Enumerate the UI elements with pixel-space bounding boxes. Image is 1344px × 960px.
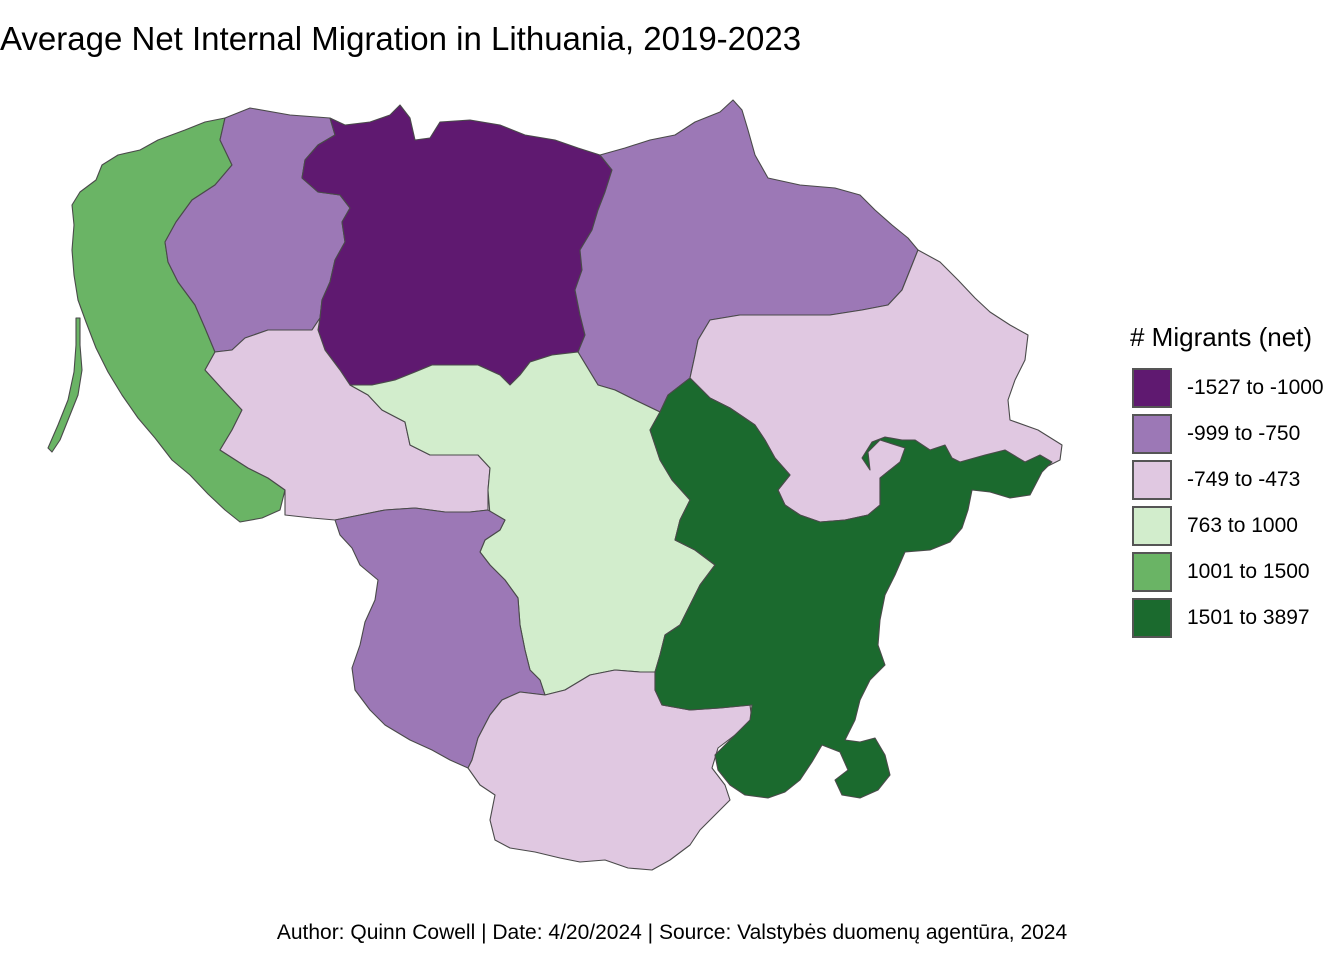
map-legend: # Migrants (net) -1527 to -1000 -999 to … [1128, 322, 1324, 641]
source-caption: Author: Quinn Cowell | Date: 4/20/2024 |… [276, 921, 1068, 944]
legend-swatch [1132, 552, 1172, 592]
region-curonian-spit [47, 317, 83, 453]
legend-swatch [1132, 460, 1172, 500]
legend-title: # Migrants (net) [1130, 322, 1313, 352]
legend-swatch [1132, 368, 1172, 408]
legend-item: -749 to -473 [1128, 457, 1324, 503]
legend-swatch [1132, 598, 1172, 638]
legend-label: -1527 to -1000 [1187, 376, 1324, 399]
legend-item: -1527 to -1000 [1128, 365, 1324, 411]
region-siauliai-county [301, 104, 613, 386]
legend-swatch [1132, 506, 1172, 546]
legend-label: -999 to -750 [1187, 422, 1301, 445]
legend-label: 1001 to 1500 [1187, 560, 1310, 583]
legend-item: 763 to 1000 [1128, 503, 1324, 549]
region-vilnius-county [649, 377, 1053, 799]
map-title: Average Net Internal Migration in Lithua… [0, 20, 802, 57]
legend-item: 1001 to 1500 [1128, 549, 1324, 595]
legend-label: 1501 to 3897 [1187, 606, 1310, 629]
legend-item: -999 to -750 [1128, 411, 1324, 457]
legend-swatch [1132, 414, 1172, 454]
legend-label: -749 to -473 [1187, 468, 1301, 491]
legend-label: 763 to 1000 [1187, 514, 1298, 537]
legend-item: 1501 to 3897 [1128, 595, 1324, 641]
